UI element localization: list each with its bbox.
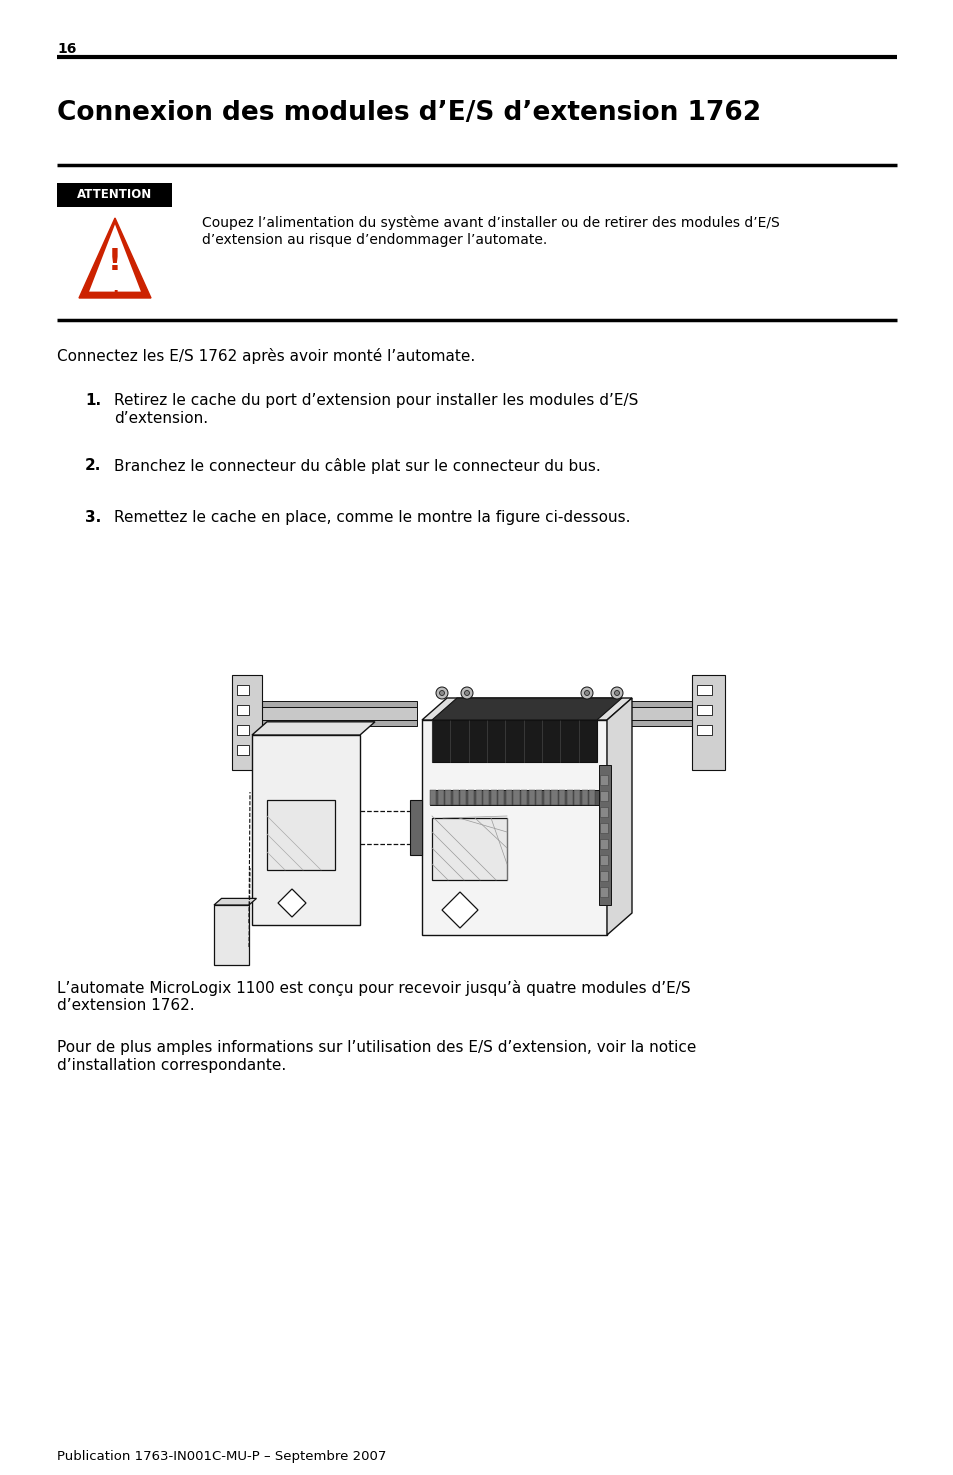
Polygon shape bbox=[606, 698, 631, 935]
FancyBboxPatch shape bbox=[697, 726, 711, 735]
Polygon shape bbox=[589, 791, 595, 805]
FancyBboxPatch shape bbox=[236, 745, 249, 755]
Polygon shape bbox=[566, 791, 572, 805]
FancyBboxPatch shape bbox=[697, 684, 711, 695]
Text: .: . bbox=[112, 279, 118, 296]
Text: Publication 1763-IN001C-MU-P – Septembre 2007: Publication 1763-IN001C-MU-P – Septembre… bbox=[57, 1450, 386, 1463]
Polygon shape bbox=[482, 791, 489, 805]
Circle shape bbox=[584, 690, 589, 696]
Circle shape bbox=[614, 690, 618, 696]
Polygon shape bbox=[252, 721, 375, 735]
Polygon shape bbox=[432, 698, 621, 720]
FancyBboxPatch shape bbox=[599, 872, 607, 881]
Text: 1.: 1. bbox=[85, 392, 101, 409]
Text: d’extension au risque d’endommager l’automate.: d’extension au risque d’endommager l’aut… bbox=[202, 233, 547, 246]
Polygon shape bbox=[543, 791, 549, 805]
Polygon shape bbox=[497, 791, 504, 805]
FancyBboxPatch shape bbox=[599, 791, 607, 801]
Polygon shape bbox=[468, 791, 474, 805]
Polygon shape bbox=[421, 720, 606, 935]
FancyBboxPatch shape bbox=[599, 839, 607, 850]
Polygon shape bbox=[242, 720, 416, 726]
Circle shape bbox=[436, 687, 448, 699]
Polygon shape bbox=[79, 218, 151, 298]
Polygon shape bbox=[242, 701, 416, 707]
FancyBboxPatch shape bbox=[236, 726, 249, 735]
Polygon shape bbox=[430, 791, 598, 805]
Polygon shape bbox=[520, 791, 527, 805]
FancyBboxPatch shape bbox=[432, 819, 506, 881]
Polygon shape bbox=[252, 735, 359, 925]
Polygon shape bbox=[513, 791, 519, 805]
FancyBboxPatch shape bbox=[599, 886, 607, 897]
Text: Connectez les E/S 1762 après avoir monté l’automate.: Connectez les E/S 1762 après avoir monté… bbox=[57, 348, 475, 364]
Text: Branchez le connecteur du câble plat sur le connecteur du bus.: Branchez le connecteur du câble plat sur… bbox=[113, 459, 600, 473]
Polygon shape bbox=[561, 720, 721, 726]
FancyBboxPatch shape bbox=[599, 855, 607, 864]
Polygon shape bbox=[441, 892, 477, 928]
Polygon shape bbox=[437, 791, 443, 805]
FancyBboxPatch shape bbox=[410, 799, 421, 855]
Text: d’extension.: d’extension. bbox=[113, 412, 208, 426]
Polygon shape bbox=[445, 791, 451, 805]
FancyBboxPatch shape bbox=[236, 684, 249, 695]
Polygon shape bbox=[581, 791, 587, 805]
Text: 16: 16 bbox=[57, 41, 76, 56]
Polygon shape bbox=[213, 906, 249, 965]
FancyBboxPatch shape bbox=[267, 799, 335, 870]
Polygon shape bbox=[505, 791, 512, 805]
Polygon shape bbox=[432, 720, 597, 763]
Polygon shape bbox=[558, 791, 564, 805]
Text: Pour de plus amples informations sur l’utilisation des E/S d’extension, voir la : Pour de plus amples informations sur l’u… bbox=[57, 1040, 696, 1055]
Text: Remettez le cache en place, comme le montre la figure ci-dessous.: Remettez le cache en place, comme le mon… bbox=[113, 510, 630, 525]
Text: 2.: 2. bbox=[85, 459, 101, 473]
FancyBboxPatch shape bbox=[697, 705, 711, 715]
Polygon shape bbox=[528, 791, 535, 805]
Circle shape bbox=[580, 687, 593, 699]
Polygon shape bbox=[536, 791, 541, 805]
Circle shape bbox=[464, 690, 469, 696]
FancyBboxPatch shape bbox=[599, 823, 607, 833]
FancyBboxPatch shape bbox=[57, 183, 172, 207]
Polygon shape bbox=[453, 791, 458, 805]
Polygon shape bbox=[574, 791, 579, 805]
Polygon shape bbox=[691, 676, 724, 770]
Polygon shape bbox=[551, 791, 557, 805]
Circle shape bbox=[460, 687, 473, 699]
FancyBboxPatch shape bbox=[598, 766, 610, 906]
Text: Connexion des modules d’E/S d’extension 1762: Connexion des modules d’E/S d’extension … bbox=[57, 100, 760, 125]
FancyBboxPatch shape bbox=[236, 705, 249, 715]
Polygon shape bbox=[89, 224, 141, 292]
Polygon shape bbox=[460, 791, 466, 805]
Text: d’extension 1762.: d’extension 1762. bbox=[57, 999, 194, 1013]
Circle shape bbox=[610, 687, 622, 699]
Text: ATTENTION: ATTENTION bbox=[77, 189, 152, 202]
Text: d’installation correspondante.: d’installation correspondante. bbox=[57, 1058, 286, 1072]
Polygon shape bbox=[430, 791, 436, 805]
Polygon shape bbox=[213, 898, 256, 906]
Polygon shape bbox=[561, 707, 721, 720]
Text: Retirez le cache du port d’extension pour installer les modules d’E/S: Retirez le cache du port d’extension pou… bbox=[113, 392, 638, 409]
Polygon shape bbox=[561, 701, 721, 707]
Text: !: ! bbox=[108, 248, 122, 276]
Text: 3.: 3. bbox=[85, 510, 101, 525]
Polygon shape bbox=[242, 707, 416, 720]
Circle shape bbox=[439, 690, 444, 696]
Polygon shape bbox=[475, 791, 481, 805]
Polygon shape bbox=[277, 889, 306, 917]
FancyBboxPatch shape bbox=[599, 807, 607, 817]
Polygon shape bbox=[490, 791, 497, 805]
Polygon shape bbox=[421, 698, 631, 720]
Polygon shape bbox=[232, 676, 262, 770]
Text: Coupez l’alimentation du système avant d’installer ou de retirer des modules d’E: Coupez l’alimentation du système avant d… bbox=[202, 215, 779, 230]
FancyBboxPatch shape bbox=[599, 774, 607, 785]
Text: L’automate MicroLogix 1100 est conçu pour recevoir jusqu’à quatre modules d’E/S: L’automate MicroLogix 1100 est conçu pou… bbox=[57, 979, 690, 996]
